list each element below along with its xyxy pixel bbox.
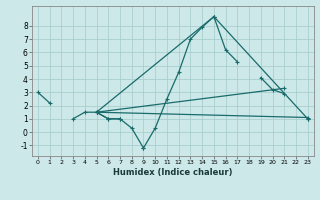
X-axis label: Humidex (Indice chaleur): Humidex (Indice chaleur) xyxy=(113,168,233,177)
